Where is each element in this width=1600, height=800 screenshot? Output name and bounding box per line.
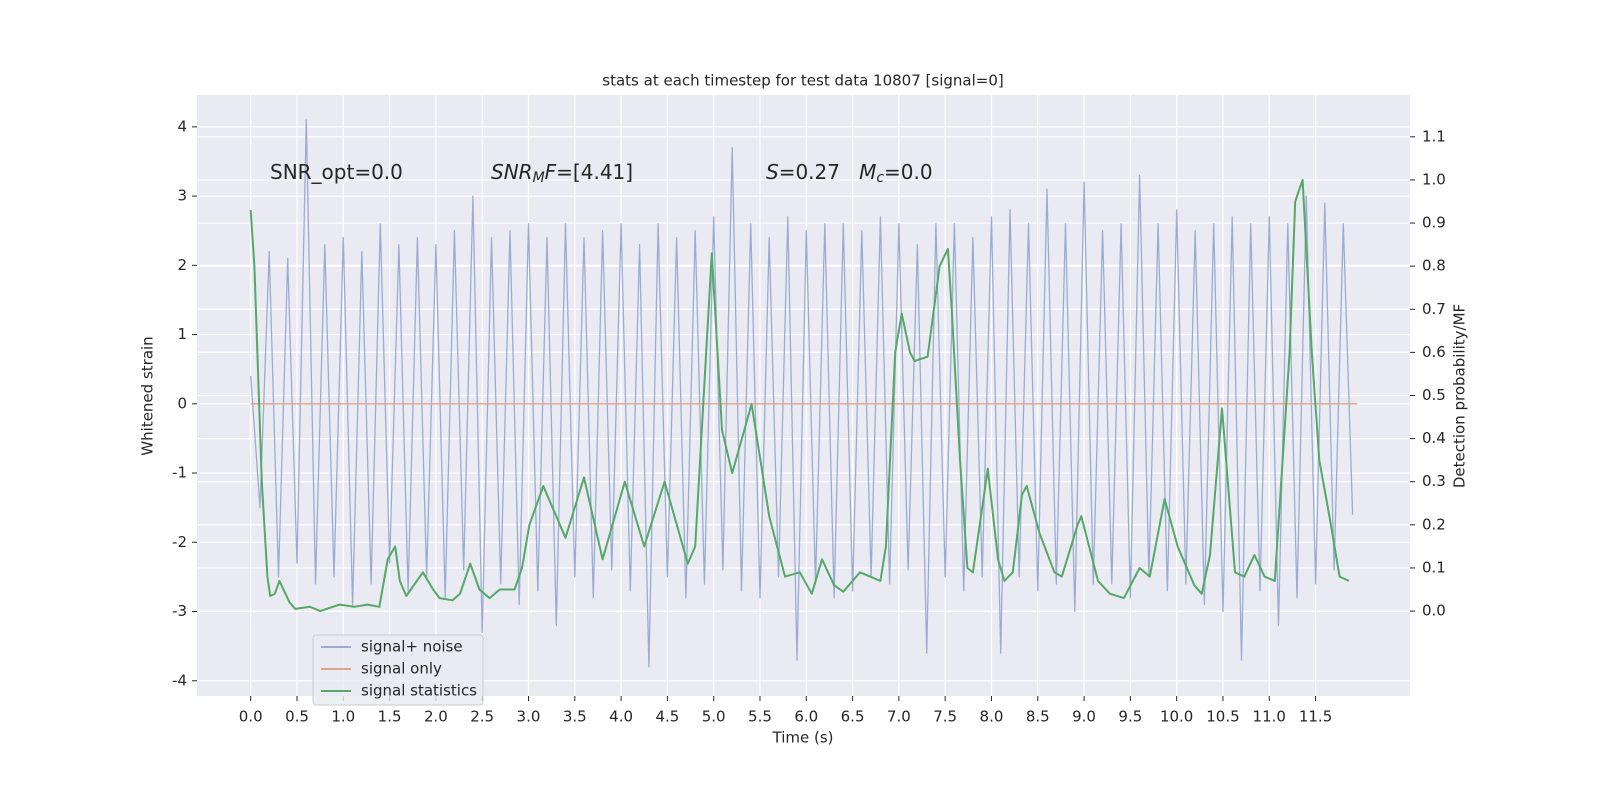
y2-tick-label: 0.9 [1422,214,1446,232]
x-tick-label: 0.5 [285,708,309,726]
x-axis-label: Time (s) [772,729,834,747]
y2-tick-label: 1.0 [1422,170,1446,188]
x-tick-label: 9.0 [1072,708,1096,726]
x-tick-label: 11.0 [1253,708,1286,726]
y2-tick-label: 1.1 [1422,127,1446,145]
legend-label: signal statistics [361,682,477,700]
x-tick-label: 3.5 [563,708,587,726]
y2-axis-label: Detection probability/MF [1451,304,1469,488]
x-tick-label: 11.5 [1299,708,1332,726]
annotation-part: =[4.41] [556,160,633,184]
y2-tick-label: 0.6 [1422,343,1446,361]
y2-tick-label: 0.2 [1422,515,1446,533]
legend-label: signal+ noise [361,638,463,656]
marks [249,119,1358,668]
annotation-part: =0.0 [884,160,933,184]
x-tick-label: 10.5 [1206,708,1239,726]
annotation-part: S [766,160,779,184]
x-tick-label: 2.5 [470,708,494,726]
y2-tick-label: 0.1 [1422,558,1446,576]
annotation-part: c [876,170,884,186]
y2-tick-label: 0.7 [1422,300,1446,318]
y-tick-label: 0 [177,394,187,412]
chart-title: stats at each timestep for test data 108… [602,72,1003,90]
labels: 0.0 0.5 1.0 1.5 2.0 2.5 3.0 3.5 4.0 4.5 5.0 5.5 6.0 6… [172,117,1446,725]
x-tick-label: 5.0 [702,708,726,726]
x-tick-label: 8.5 [1026,708,1050,726]
legend-box [312,634,484,706]
y-tick-label: 3 [177,187,187,205]
x-tick-label: 5.5 [748,708,772,726]
y-tick-label: -2 [172,533,187,551]
x-tick-label: 1.5 [378,708,402,726]
y2-tick-label: 0.5 [1422,386,1446,404]
y-tick-label: -3 [172,602,187,620]
y-tick-label: 4 [177,117,187,135]
annotation: S=0.27 Mc=0.0 [766,160,933,187]
annotation-part: SNR [491,160,533,184]
y2-tick-label: 0.0 [1422,602,1446,620]
x-tick-label: 3.0 [517,708,541,726]
x-tick-label: 10.0 [1160,708,1193,726]
x-tick-label: 1.0 [331,708,355,726]
x-tick-label: 6.5 [841,708,865,726]
x-tick-label: 9.5 [1118,708,1142,726]
legend-label: signal only [361,660,442,678]
x-tick-label: 2.0 [424,708,448,726]
y2-tick-label: 0.4 [1422,429,1446,447]
annotation-part: =0.27 [779,160,859,184]
annotation: SNR_opt=0.0 [270,160,403,184]
x-tick-label: 0.0 [239,708,263,726]
x-tick-label: 6.0 [794,708,818,726]
y-tick-label: 2 [177,256,187,274]
y-tick-label: 1 [177,325,187,343]
y-axis-label: Whitened strain [139,336,157,455]
y2-tick-label: 0.3 [1422,472,1446,490]
x-tick-label: 4.5 [655,708,679,726]
annotation-part: F [545,160,557,184]
annotation-part: SNR_opt=0.0 [270,160,403,184]
annotation-part: M [859,160,876,184]
annotation: SNRMF=[4.41] [491,160,633,187]
x-tick-label: 4.0 [609,708,633,726]
x-tick-label: 7.5 [933,708,957,726]
series-line [249,178,1350,613]
x-tick-label: 8.0 [980,708,1004,726]
x-tick-label: 7.0 [887,708,911,726]
series-line [250,119,1354,668]
y-tick-label: -4 [172,671,187,689]
y-tick-label: -1 [172,464,187,482]
annotation-part: M [533,170,545,186]
y2-tick-label: 0.8 [1422,257,1446,275]
